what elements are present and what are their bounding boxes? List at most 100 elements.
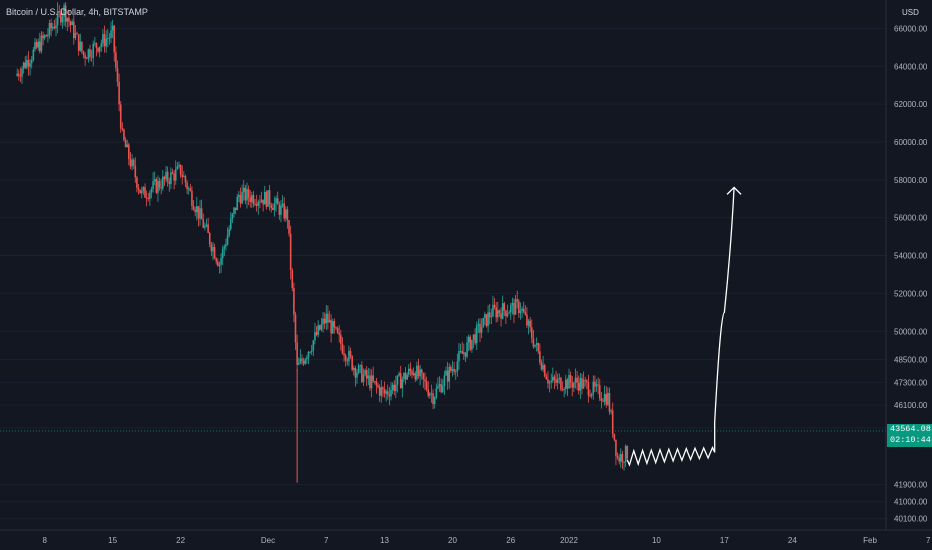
- candle-body: [43, 35, 46, 39]
- candle-body: [102, 34, 104, 44]
- candle-body: [370, 375, 373, 389]
- candle-body: [372, 375, 374, 382]
- candle-body: [479, 323, 481, 333]
- candle-body: [149, 192, 151, 199]
- candle-body: [344, 355, 347, 361]
- candle-body: [16, 73, 18, 76]
- candle-body: [467, 336, 470, 343]
- candle-body: [564, 379, 567, 390]
- x-tick-label: Dec: [261, 536, 275, 545]
- candle-body: [183, 176, 185, 177]
- candle-body: [87, 49, 90, 59]
- candle-body: [126, 144, 129, 148]
- candle-body: [173, 173, 175, 181]
- candle-body: [409, 368, 412, 372]
- currency-label[interactable]: USD: [902, 8, 919, 17]
- x-tick-label: 7: [324, 536, 329, 545]
- y-tick-label: 66000.00: [894, 24, 928, 33]
- candle-body: [433, 397, 436, 404]
- candle-body: [446, 370, 449, 382]
- candle-body: [105, 38, 107, 47]
- candle-body: [539, 351, 541, 363]
- candle-body: [158, 180, 161, 188]
- candle-body: [97, 48, 99, 52]
- candle-body: [605, 393, 608, 405]
- candle-body: [40, 35, 43, 52]
- candle-body: [477, 323, 480, 325]
- candle-body: [192, 205, 195, 210]
- candle-body: [286, 209, 289, 221]
- candle-body: [424, 379, 426, 382]
- candle-body: [553, 376, 556, 380]
- candle-body: [488, 312, 491, 318]
- candle-body: [152, 181, 154, 189]
- candle-body: [29, 63, 31, 67]
- candle-body: [618, 457, 620, 462]
- candle-body: [508, 312, 510, 314]
- candle-body: [349, 350, 352, 357]
- y-tick-label: 54000.00: [894, 252, 928, 261]
- candle-body: [458, 351, 460, 362]
- candle-body: [142, 187, 145, 191]
- candle-body: [202, 219, 205, 228]
- candle-body: [359, 365, 362, 366]
- y-tick-label: 64000.00: [894, 62, 928, 71]
- candle-body: [327, 313, 329, 323]
- candle-body: [586, 380, 588, 383]
- candle-body: [199, 208, 201, 219]
- candle-body: [492, 304, 494, 317]
- candle-body: [121, 128, 124, 130]
- candle-body: [602, 400, 604, 402]
- candle-body: [106, 38, 109, 40]
- candle-body: [558, 377, 561, 379]
- candle-body: [50, 23, 52, 29]
- candle-body: [377, 385, 379, 388]
- candle-body: [386, 391, 389, 395]
- candle-body: [432, 393, 434, 404]
- candle-body: [361, 365, 363, 382]
- candle-body: [555, 379, 557, 383]
- candle-body: [56, 10, 59, 26]
- candle-body: [160, 187, 162, 189]
- candle-body: [77, 34, 80, 51]
- candle-body: [64, 5, 67, 22]
- candle-body: [179, 164, 182, 175]
- candle-body: [406, 374, 408, 380]
- candle-body: [516, 299, 519, 302]
- candle-body: [119, 104, 122, 129]
- candle-body: [511, 302, 514, 306]
- candle-body: [346, 360, 349, 362]
- candle-body: [590, 393, 593, 397]
- candle-body: [404, 372, 407, 380]
- candle-body: [249, 197, 251, 203]
- candle-body: [607, 392, 609, 405]
- candle-body: [304, 359, 307, 364]
- candle-body: [293, 288, 295, 315]
- x-tick-label: 15: [108, 536, 117, 545]
- candle-body: [71, 21, 73, 26]
- candle-body: [17, 73, 20, 76]
- candle-body: [170, 172, 172, 184]
- candle-body: [493, 304, 496, 308]
- candle-body: [320, 324, 323, 330]
- candle-body: [61, 16, 64, 23]
- candle-body: [608, 392, 611, 412]
- candle-body: [568, 374, 570, 389]
- candle-body: [260, 199, 263, 203]
- x-tick-label: Feb: [863, 536, 877, 545]
- candle-body: [407, 368, 410, 375]
- y-tick-label: 56000.00: [894, 214, 928, 223]
- candle-body: [81, 41, 83, 52]
- candle-body: [162, 176, 164, 189]
- candle-body: [132, 159, 135, 166]
- candle-body: [395, 384, 397, 392]
- candle-body: [403, 372, 405, 380]
- candle-body: [519, 310, 522, 314]
- candle-body: [615, 439, 617, 456]
- candle-body: [73, 21, 75, 39]
- candle-body: [571, 382, 574, 388]
- candle-body: [398, 373, 400, 376]
- candles-series: [16, 2, 629, 483]
- candle-body: [94, 43, 96, 44]
